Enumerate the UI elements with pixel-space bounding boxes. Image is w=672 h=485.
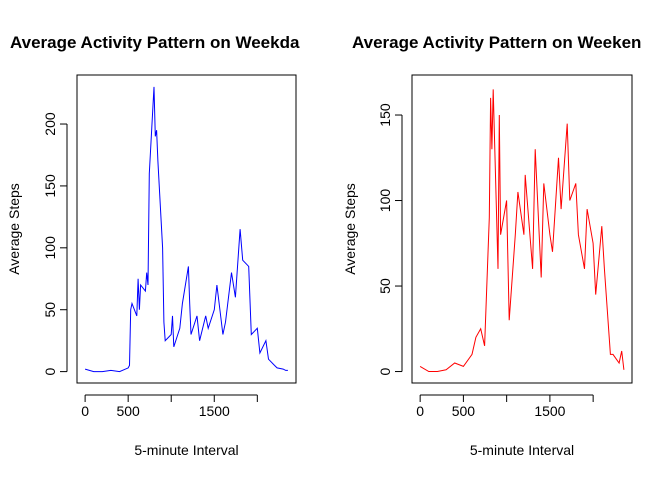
data-line bbox=[84, 86, 288, 373]
y-tick-label: 200 bbox=[42, 112, 58, 136]
y-tick-label: 50 bbox=[377, 278, 393, 294]
x-tick-label: 500 bbox=[116, 403, 140, 419]
x-axis-label: 5-minute Interval bbox=[470, 442, 574, 458]
y-tick-label: 150 bbox=[42, 174, 58, 198]
y-axis-label: Average Steps bbox=[342, 183, 358, 275]
plot-box bbox=[411, 74, 633, 384]
x-tick-label: 500 bbox=[452, 403, 476, 419]
chart-title: Average Activity Pattern on Weekda bbox=[10, 33, 300, 52]
data-line bbox=[419, 89, 625, 372]
y-tick-label: 100 bbox=[42, 236, 58, 260]
chart-title: Average Activity Pattern on Weeken bbox=[352, 33, 641, 52]
y-tick-label: 0 bbox=[42, 368, 58, 376]
y-axis-label: Average Steps bbox=[6, 183, 22, 275]
x-tick-label: 0 bbox=[416, 403, 424, 419]
y-tick-label: 50 bbox=[42, 302, 58, 318]
x-axis-label: 5-minute Interval bbox=[134, 442, 238, 458]
x-tick-label: 1500 bbox=[534, 403, 565, 419]
y-tick-label: 100 bbox=[377, 189, 393, 213]
y-tick-label: 0 bbox=[377, 367, 393, 375]
x-tick-label: 1500 bbox=[199, 403, 230, 419]
plot-box bbox=[76, 74, 297, 384]
y-tick-label: 150 bbox=[377, 103, 393, 127]
x-tick-label: 0 bbox=[81, 403, 89, 419]
